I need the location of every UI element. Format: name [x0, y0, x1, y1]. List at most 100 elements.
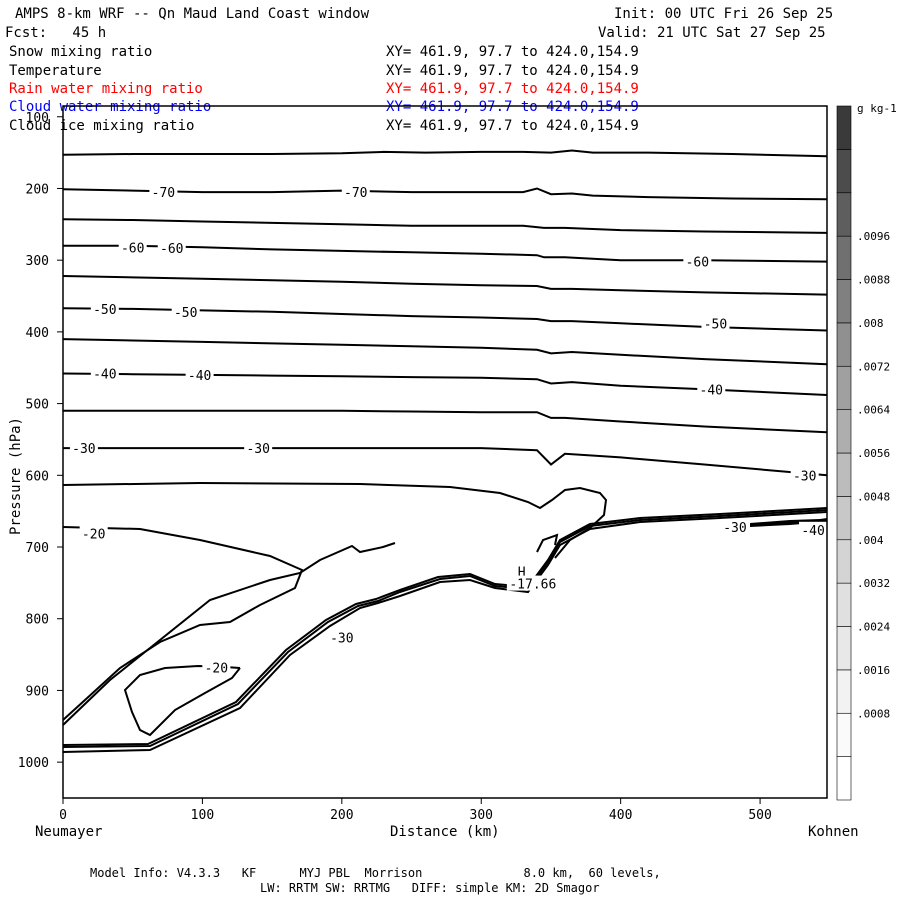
- contour-lines: [62, 149, 828, 477]
- contour-label-bg: [701, 315, 730, 331]
- contour-label-bg: [515, 563, 528, 579]
- colorbar-tick-label: .0064: [857, 404, 890, 417]
- contour-label-bg: [790, 467, 819, 483]
- contour-label-bg: [90, 300, 119, 316]
- contour-label: -40: [700, 383, 723, 398]
- contour-label: -70: [344, 186, 367, 201]
- contour-label: -20: [205, 661, 228, 676]
- contour-label-bg: [157, 239, 186, 255]
- x-tick-label: 200: [330, 808, 353, 823]
- colorbar-tick-label: .0096: [857, 230, 890, 243]
- field-name-rain: Rain water mixing ratio: [9, 81, 203, 97]
- contour-label-bg: [799, 521, 828, 537]
- contour-line: [62, 149, 828, 158]
- contour-label-bg: [327, 629, 356, 645]
- x-tick-label: 300: [470, 808, 493, 823]
- contour-label: -30: [330, 631, 353, 646]
- chart-title: AMPS 8-km WRF -- Qn Maud Land Coast wind…: [15, 6, 370, 22]
- contour-label-bg: [720, 518, 749, 534]
- contour-label: -50: [704, 317, 727, 332]
- colorbar-tick-label: .0072: [857, 360, 890, 373]
- colorbar-tick-label: .0024: [857, 621, 890, 634]
- contour-line: [62, 218, 828, 234]
- field-xy-rain: XY= 461.9, 97.7 to 424.0,154.9: [386, 81, 639, 97]
- contour-label: -60: [686, 256, 709, 271]
- colorbar-swatch: [836, 582, 852, 627]
- contour-label: -40: [188, 369, 211, 384]
- colorbar-swatch: [836, 105, 852, 150]
- contour-label-bg: [171, 303, 200, 319]
- contour-label-bg: [79, 525, 108, 541]
- field-xy-temperature: XY= 461.9, 97.7 to 424.0,154.9: [386, 63, 639, 79]
- model-info-2: LW: RRTM SW: RRTMG DIFF: simple KM: 2D S…: [260, 881, 600, 895]
- contour-label: -50: [93, 303, 116, 318]
- x-axis-title: Distance (km): [390, 824, 500, 840]
- init-time: Init: 00 UTC Fri 26 Sep 25: [614, 6, 834, 22]
- contour-line: [62, 338, 828, 366]
- contour-label-bg: [202, 659, 231, 675]
- colorbar-swatch: [836, 539, 852, 584]
- y-tick-label: 100: [26, 111, 49, 126]
- contour-label-bg: [341, 184, 370, 200]
- contour-label-bg: [149, 184, 178, 200]
- contour-line: [62, 275, 828, 296]
- contour-labels: -70 -70 -60 -60 -60 -50 -50 -50 -40 -40 -40 -30 -30 -…: [69, 184, 828, 676]
- terrain-line: [123, 664, 241, 737]
- forecast-hours: Fcst: 45 h: [5, 25, 107, 41]
- colorbar-swatch: [836, 712, 852, 757]
- contour-label: -30: [793, 469, 816, 484]
- valid-time: Valid: 21 UTC Sat 27 Sep 25: [598, 25, 826, 41]
- terrain-contours: [62, 481, 828, 753]
- contour-line: [62, 187, 828, 201]
- field-name-snow: Snow mixing ratio: [9, 44, 153, 60]
- x-tick-label: 0: [59, 808, 67, 823]
- contour-label-bg: [244, 440, 273, 456]
- colorbar-swatch: [836, 322, 852, 367]
- contour-label-bg: [697, 381, 726, 397]
- contour-label: -20: [82, 527, 105, 542]
- contour-line: [63, 447, 828, 477]
- y-tick-label: 300: [26, 254, 49, 269]
- contour-label: -40: [93, 367, 116, 382]
- contour-label: -30: [723, 521, 746, 536]
- colorbar-swatch: [836, 149, 852, 194]
- y-tick-label: 900: [26, 684, 49, 699]
- contour-label: -17.66: [509, 578, 556, 593]
- colorbar-swatch: [836, 452, 852, 497]
- y-tick-label: 200: [26, 182, 49, 197]
- colorbar-unit: g kg-1: [857, 102, 897, 115]
- colorbar-swatch: [836, 669, 852, 714]
- x-axis-tick-labels: 0 100 200 300 400 500: [59, 798, 772, 823]
- terrain-fill: [750, 518, 827, 527]
- colorbar: .0008 .0016 .0024 .0032 .004 .0048 .0056 .0064.…: [836, 102, 897, 801]
- terrain-line: [62, 481, 608, 559]
- colorbar-swatch: [836, 496, 852, 541]
- contour-label: H: [518, 565, 526, 580]
- terrain-line: [62, 511, 828, 753]
- contour-label-bg: [683, 253, 712, 269]
- colorbar-swatch: [836, 192, 852, 237]
- y-axis-tick-labels: 100 200 300 400 500 600 700 800 900 1000: [18, 111, 63, 771]
- colorbar-swatch: [836, 279, 852, 324]
- contour-label: -70: [152, 186, 175, 201]
- contour-label: -50: [174, 306, 197, 321]
- field-xy-cloud-water: XY= 461.9, 97.7 to 424.0,154.9: [386, 99, 639, 115]
- colorbar-swatch: [836, 365, 852, 410]
- x-left-label: Neumayer: [35, 824, 103, 840]
- y-tick-label: 400: [26, 326, 49, 341]
- terrain-line: [62, 507, 828, 746]
- y-tick-label: 700: [26, 541, 49, 556]
- contour-label-bg: [90, 365, 119, 381]
- field-name-cloud-water: Cloud water mixing ratio: [9, 99, 212, 115]
- y-tick-label: 500: [26, 398, 49, 413]
- x-tick-label: 400: [609, 808, 632, 823]
- field-name-cloud-ice: Cloud ice mixing ratio: [9, 118, 195, 134]
- x-tick-label: 500: [748, 808, 771, 823]
- colorbar-tick-label: .0008: [857, 707, 890, 720]
- colorbar-tick-label: .0088: [857, 274, 890, 287]
- x-tick-label: 100: [191, 808, 214, 823]
- contour-line: [63, 244, 828, 263]
- x-right-label: Kohnen: [808, 824, 859, 840]
- terrain-line: [536, 533, 559, 553]
- contour-label-bg: [185, 366, 214, 382]
